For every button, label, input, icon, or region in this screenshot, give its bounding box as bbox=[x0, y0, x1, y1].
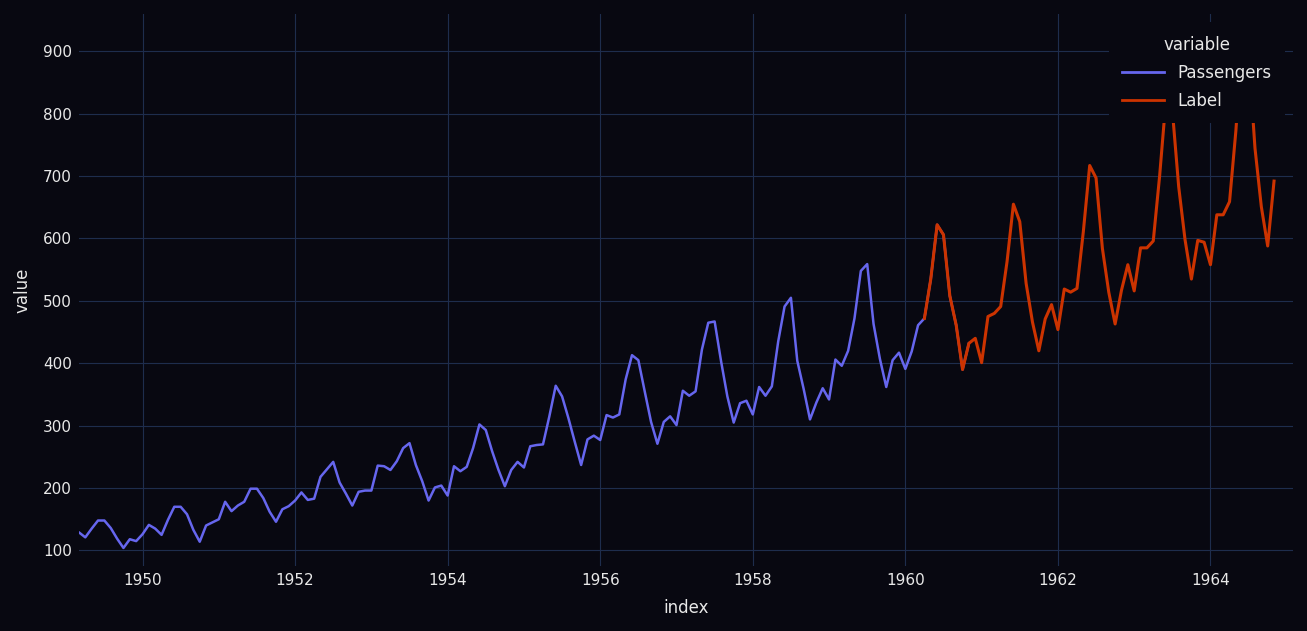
Label: (171, 585): (171, 585) bbox=[1140, 244, 1155, 252]
Passengers bbox=[192, 538, 208, 546]
Line: Passengers: Passengers bbox=[60, 225, 968, 548]
Label: (157, 454): (157, 454) bbox=[1050, 326, 1065, 333]
Label: (168, 558): (168, 558) bbox=[1120, 261, 1136, 268]
Label: (142, 390): (142, 390) bbox=[954, 366, 970, 374]
Label: (173, 700): (173, 700) bbox=[1151, 172, 1167, 180]
Label: (136, 472): (136, 472) bbox=[916, 315, 932, 322]
Line: Label: Label bbox=[924, 37, 1274, 370]
Label: (191, 692): (191, 692) bbox=[1266, 177, 1282, 185]
Label: (186, 923): (186, 923) bbox=[1234, 33, 1249, 41]
Passengers bbox=[52, 539, 68, 546]
X-axis label: index: index bbox=[663, 599, 708, 617]
Label: (137, 535): (137, 535) bbox=[923, 275, 938, 283]
Label: (179, 597): (179, 597) bbox=[1189, 237, 1205, 244]
Passengers bbox=[707, 317, 723, 325]
Passengers bbox=[802, 416, 818, 423]
Passengers bbox=[961, 339, 976, 347]
Passengers bbox=[789, 357, 805, 365]
Passengers bbox=[122, 536, 137, 543]
Y-axis label: value: value bbox=[14, 268, 31, 312]
Passengers bbox=[339, 490, 354, 497]
Passengers bbox=[929, 221, 945, 228]
Passengers bbox=[115, 544, 131, 551]
Legend: Passengers, Label: Passengers, Label bbox=[1108, 22, 1285, 123]
